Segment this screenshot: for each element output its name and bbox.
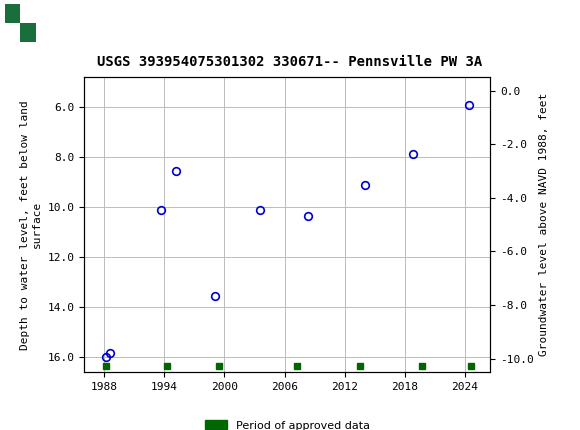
FancyBboxPatch shape	[5, 22, 20, 42]
Legend: Period of approved data: Period of approved data	[200, 416, 374, 430]
FancyBboxPatch shape	[20, 3, 36, 22]
Y-axis label: Groundwater level above NAVD 1988, feet: Groundwater level above NAVD 1988, feet	[539, 93, 549, 356]
Text: USGS 393954075301302 330671-- Pennsville PW 3A: USGS 393954075301302 330671-- Pennsville…	[97, 55, 483, 69]
FancyBboxPatch shape	[5, 3, 37, 42]
FancyBboxPatch shape	[20, 22, 36, 42]
FancyBboxPatch shape	[5, 3, 20, 22]
Text: USGS: USGS	[44, 14, 99, 31]
Y-axis label: Depth to water level, feet below land
surface: Depth to water level, feet below land su…	[20, 100, 42, 350]
